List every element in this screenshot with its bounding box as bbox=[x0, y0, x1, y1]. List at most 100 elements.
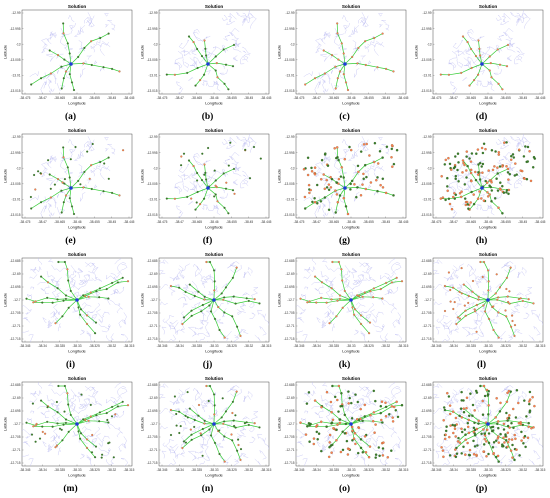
node-marker bbox=[450, 207, 454, 211]
y-tick-label: -12.71 bbox=[11, 448, 20, 452]
node-marker bbox=[84, 418, 87, 422]
node-marker bbox=[182, 316, 186, 319]
node-marker bbox=[94, 332, 97, 335]
node-marker bbox=[498, 165, 502, 168]
node-marker bbox=[221, 397, 224, 400]
node-marker bbox=[30, 207, 33, 210]
node-marker bbox=[359, 438, 363, 441]
panel-d: Solution -12.99 -12.995 -13 -13.005 -13.01 -13… bbox=[413, 2, 550, 126]
node-marker bbox=[55, 400, 58, 404]
node-marker bbox=[448, 162, 452, 166]
node-marker bbox=[337, 177, 341, 181]
node-marker bbox=[190, 314, 193, 317]
node-marker bbox=[368, 321, 372, 324]
node-marker bbox=[200, 55, 204, 58]
node-marker bbox=[458, 192, 462, 195]
node-marker bbox=[468, 448, 472, 452]
y-tick-label: -12.7 bbox=[13, 422, 20, 426]
y-tick-label: -12.69 bbox=[11, 396, 20, 400]
y-tick-label: -12.71 bbox=[422, 448, 431, 452]
node-marker bbox=[237, 443, 240, 447]
node-marker bbox=[44, 432, 47, 435]
map-content bbox=[433, 259, 543, 342]
y-tick-label: -12.695 bbox=[10, 409, 21, 413]
node-marker bbox=[353, 183, 356, 186]
node-marker bbox=[223, 296, 226, 299]
node-marker bbox=[308, 191, 311, 195]
node-marker bbox=[62, 299, 65, 302]
node-marker bbox=[63, 178, 66, 181]
node-marker bbox=[443, 408, 447, 412]
x-tick-label: -38.335 bbox=[54, 344, 65, 348]
node-marker bbox=[214, 184, 217, 187]
y-tick-label: -12.995 bbox=[147, 27, 158, 31]
panel-caption: (i) bbox=[66, 360, 75, 370]
node-marker bbox=[462, 407, 466, 410]
node-marker bbox=[341, 448, 345, 452]
y-axis-label: Latitude bbox=[140, 168, 145, 183]
node-marker bbox=[490, 426, 493, 429]
y-axis-label: Latitude bbox=[140, 44, 145, 59]
node-marker bbox=[483, 394, 487, 398]
node-marker bbox=[497, 296, 500, 299]
plot-frame bbox=[158, 133, 270, 219]
node-marker bbox=[392, 194, 395, 197]
x-tick-label: -38.345 bbox=[431, 468, 442, 472]
node-marker bbox=[392, 70, 395, 73]
node-marker bbox=[396, 415, 400, 419]
node-marker bbox=[511, 456, 514, 459]
x-tick-label: -38.45 bbox=[244, 220, 253, 224]
node-marker bbox=[359, 314, 363, 317]
x-tick-label: -38.465 bbox=[191, 96, 202, 100]
panel-caption: (m) bbox=[63, 484, 78, 494]
node-marker bbox=[224, 286, 227, 289]
node-marker bbox=[453, 197, 457, 200]
node-marker bbox=[64, 194, 68, 197]
plot-title: Solution bbox=[205, 4, 224, 9]
plot-frame bbox=[21, 133, 133, 219]
node-marker bbox=[381, 421, 384, 424]
node-marker bbox=[527, 425, 530, 429]
node-marker bbox=[48, 173, 51, 176]
node-marker bbox=[507, 188, 511, 192]
node-markers bbox=[165, 35, 236, 91]
node-marker bbox=[463, 428, 467, 431]
y-tick-label: -13 bbox=[290, 42, 295, 46]
node-marker bbox=[355, 195, 358, 199]
node-marker bbox=[501, 184, 504, 188]
panel-k: Solution -12.685 -12.69 -12.695 -12.7 -12.705… bbox=[276, 250, 413, 374]
node-marker bbox=[498, 286, 501, 289]
y-tick-label: -12.695 bbox=[147, 285, 158, 289]
node-marker bbox=[82, 62, 85, 65]
panel-caption: (g) bbox=[338, 236, 351, 246]
map-content bbox=[439, 10, 531, 94]
node-marker bbox=[386, 456, 390, 459]
node-marker bbox=[381, 32, 384, 35]
node-marker bbox=[320, 405, 323, 409]
node-marker bbox=[111, 281, 114, 284]
node-marker bbox=[494, 292, 497, 295]
node-marker bbox=[338, 421, 342, 425]
node-marker bbox=[201, 427, 204, 431]
node-marker bbox=[334, 189, 337, 192]
y-tick-label: -12.695 bbox=[421, 409, 432, 413]
depot-marker bbox=[69, 186, 73, 190]
node-marker bbox=[340, 268, 343, 271]
node-marker bbox=[448, 412, 452, 416]
node-marker bbox=[231, 65, 235, 68]
node-marker bbox=[485, 455, 488, 458]
node-marker bbox=[223, 460, 226, 463]
node-marker bbox=[497, 336, 500, 339]
y-tick-label: -12.715 bbox=[147, 461, 158, 465]
node-marker bbox=[315, 424, 319, 427]
node-marker bbox=[213, 289, 216, 292]
node-marker bbox=[126, 280, 130, 283]
road-network bbox=[29, 12, 116, 94]
node-marker bbox=[456, 316, 460, 319]
x-tick-label: -38.345 bbox=[20, 468, 31, 472]
node-marker bbox=[392, 162, 396, 166]
node-marker bbox=[390, 281, 393, 284]
node-marker bbox=[463, 197, 467, 200]
x-tick-label: -38.315 bbox=[535, 344, 546, 348]
node-marker bbox=[336, 423, 339, 426]
